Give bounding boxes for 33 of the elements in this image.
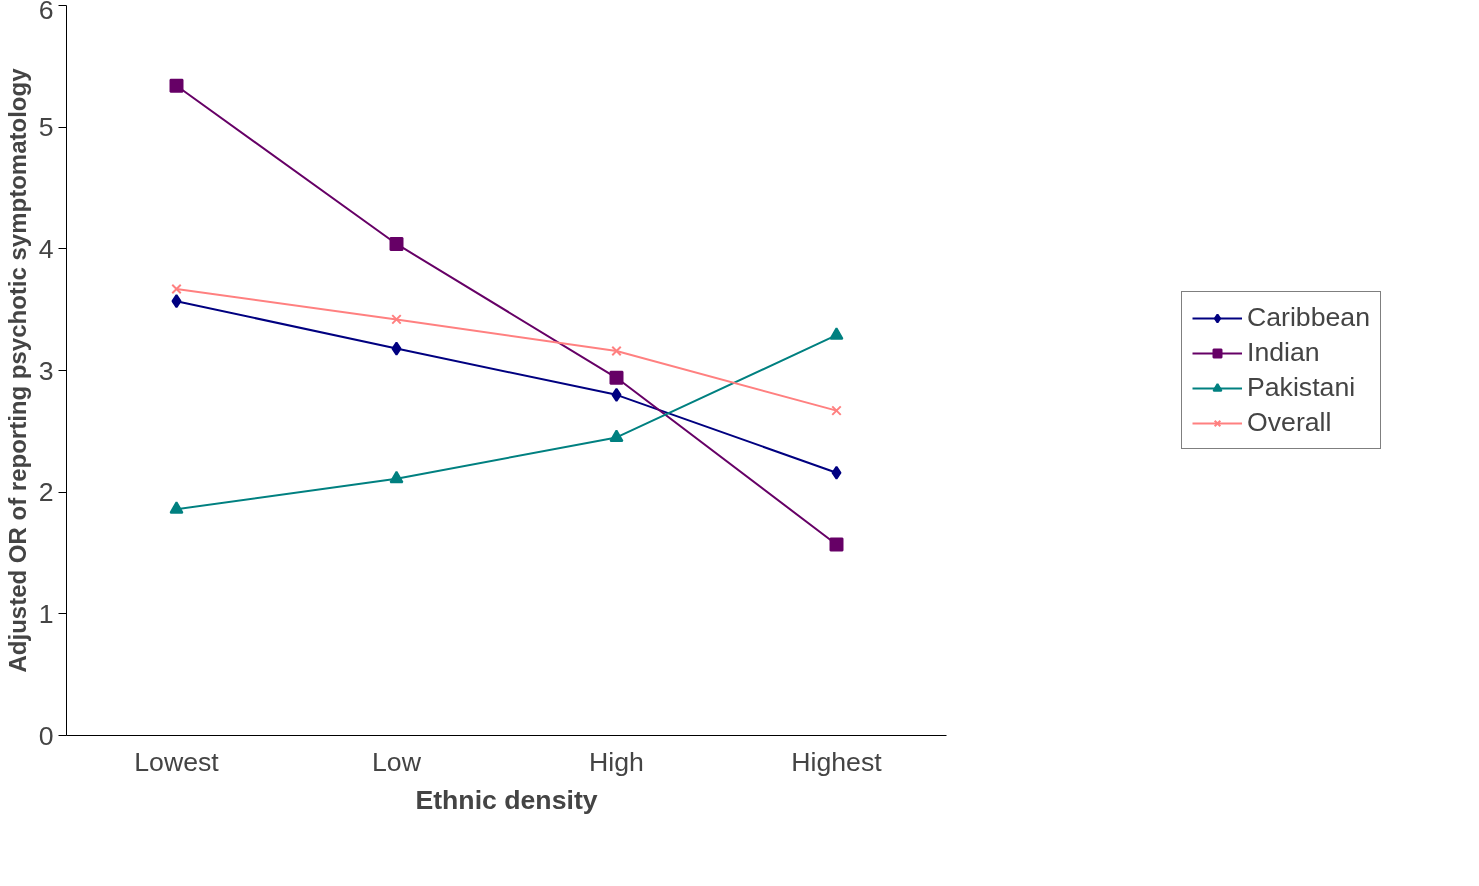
legend-label: Caribbean [1247,302,1370,333]
point [611,387,622,402]
point [829,327,844,340]
point [391,314,402,325]
y-tick-label: 3 [38,355,54,386]
x-tick-label: High [589,746,644,777]
point [611,345,622,357]
point [171,283,182,295]
point [389,470,404,484]
x-axis-title: Ethnic density [415,784,598,815]
y-tick-label: 4 [38,233,54,264]
point [831,405,842,416]
legend-label: Overall [1247,407,1332,438]
x-tick-label: Low [372,746,422,777]
point [831,465,842,480]
y-tick-label: 5 [38,112,54,143]
x-tick-label: Lowest [134,746,220,777]
point [169,78,184,93]
y-axis-title: Adjusted OR of reporting psychotic symptomatology [3,67,31,673]
legend-label: Indian [1247,337,1320,368]
point [829,537,844,552]
point [391,341,402,356]
y-tick-label: 2 [38,477,54,508]
legend-label: Pakistani [1247,372,1356,403]
x-tick-label: Highest [791,746,883,777]
y-tick-label: 6 [38,0,54,25]
point [389,236,404,251]
point [609,370,624,385]
point [609,429,624,442]
point [169,501,184,514]
point [171,294,182,309]
y-tick-label: 1 [38,598,54,629]
y-tick-label: 0 [38,720,54,751]
